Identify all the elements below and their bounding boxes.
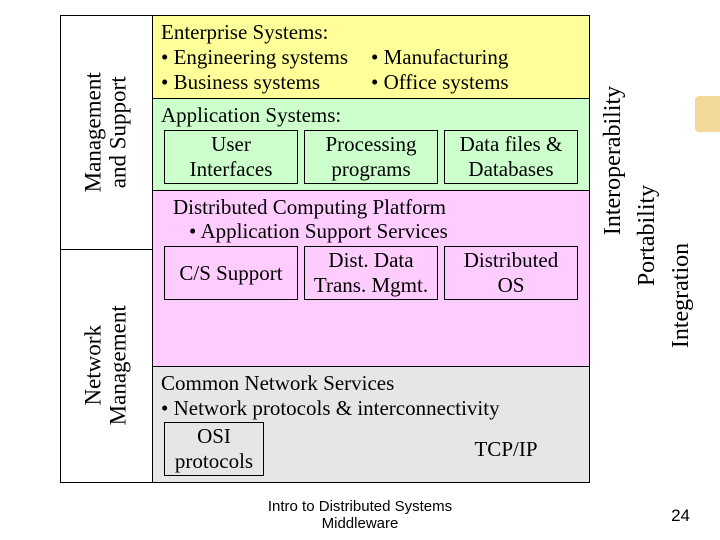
application-title: Application Systems: bbox=[161, 103, 581, 128]
enterprise-bullet-4: • Office systems bbox=[371, 70, 581, 95]
left-cell-network: NetworkManagement bbox=[61, 250, 153, 483]
footer-line-2: Middleware bbox=[0, 515, 720, 532]
layer-network: Common Network Services • Network protoc… bbox=[153, 367, 589, 482]
enterprise-bullet-2: • Manufacturing bbox=[371, 45, 581, 70]
label-integration: Integration bbox=[669, 242, 696, 347]
net-box-osi: OSIprotocols bbox=[164, 422, 264, 476]
enterprise-title: Enterprise Systems: bbox=[161, 20, 581, 45]
left-column: Managementand Support NetworkManagement bbox=[61, 16, 153, 482]
label-interoperability: Interoperability bbox=[601, 85, 628, 234]
dist-line-2: • Application Support Services bbox=[161, 219, 581, 244]
decorative-arrow bbox=[695, 96, 720, 132]
diagram-frame: Managementand Support NetworkManagement … bbox=[60, 15, 590, 483]
dist-box-os: DistributedOS bbox=[444, 246, 578, 300]
app-box-processing: Processingprograms bbox=[304, 130, 438, 184]
enterprise-bullet-1: • Engineering systems bbox=[161, 45, 371, 70]
layer-distributed: Distributed Computing Platform • Applica… bbox=[153, 191, 589, 367]
label-interoperability-wrap: Interoperability bbox=[598, 10, 630, 310]
net-line-1: • Network protocols & interconnectivity bbox=[161, 396, 581, 421]
label-portability-wrap: Portability bbox=[632, 70, 664, 400]
main-column: Enterprise Systems: • Engineering system… bbox=[153, 16, 589, 482]
dist-line-1: Distributed Computing Platform bbox=[161, 195, 581, 220]
dist-box-cs: C/S Support bbox=[164, 246, 298, 300]
left-cell-management: Managementand Support bbox=[61, 16, 153, 250]
app-box-ui: UserInterfaces bbox=[164, 130, 298, 184]
layer-application: Application Systems: UserInterfaces Proc… bbox=[153, 99, 589, 190]
label-integration-wrap: Integration bbox=[666, 130, 698, 460]
dist-box-data: Dist. DataTrans. Mgmt. bbox=[304, 246, 438, 300]
layer-enterprise: Enterprise Systems: • Engineering system… bbox=[153, 16, 589, 99]
page-number: 24 bbox=[671, 506, 690, 526]
footer: Intro to Distributed Systems Middleware bbox=[0, 498, 720, 533]
net-box-tcpip: TCP/IP bbox=[431, 437, 581, 462]
label-portability: Portability bbox=[635, 184, 662, 285]
enterprise-bullet-3: • Business systems bbox=[161, 70, 371, 95]
footer-line-1: Intro to Distributed Systems bbox=[0, 498, 720, 515]
net-title: Common Network Services bbox=[161, 371, 581, 396]
app-box-data: Data files &Databases bbox=[444, 130, 578, 184]
label-management-support: Managementand Support bbox=[81, 72, 132, 192]
label-network-management: NetworkManagement bbox=[81, 306, 132, 426]
